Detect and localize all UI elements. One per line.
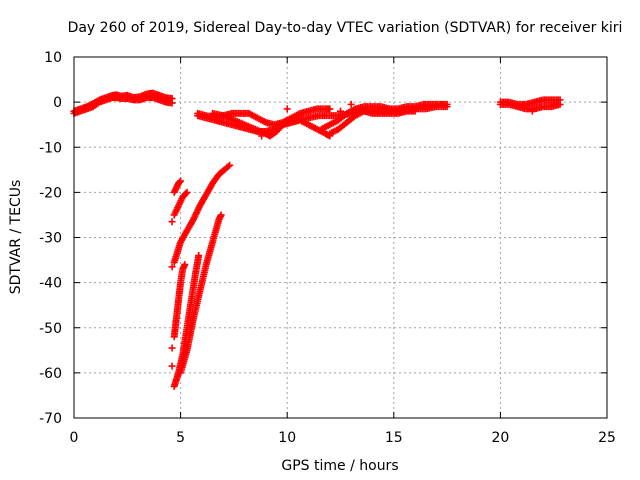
data-point-marker (168, 218, 176, 226)
data-track (326, 107, 419, 138)
data-point-marker (443, 100, 451, 108)
data-point-marker (528, 107, 536, 115)
y-tick-label: -50 (39, 321, 62, 337)
x-tick-label: 0 (70, 430, 79, 446)
y-tick-label: 0 (53, 95, 62, 111)
data-point-marker (347, 100, 355, 108)
y-tick-label: -10 (39, 140, 62, 156)
data-point-marker (337, 107, 344, 115)
y-tick-label: -70 (39, 411, 62, 427)
y-axis-label: SDTVAR / TECUs (8, 180, 24, 295)
data-point-marker (182, 190, 190, 198)
data-track (170, 161, 234, 266)
data-track (177, 211, 225, 377)
y-tick-label: -30 (39, 231, 62, 247)
x-tick-label: 15 (385, 430, 403, 446)
x-tick-label: 5 (176, 430, 185, 446)
x-axis-label: GPS time / hours (281, 458, 398, 474)
data-point-marker (224, 163, 232, 171)
y-tick-label: 10 (44, 50, 62, 66)
data-point-marker (176, 178, 184, 186)
data-point-marker (168, 344, 176, 352)
data-track (496, 96, 564, 108)
y-tick-label: -60 (39, 366, 62, 382)
x-tick-label: 10 (278, 430, 296, 446)
data-track (170, 261, 189, 341)
data-point-marker (168, 263, 176, 271)
data-point-marker (168, 362, 176, 370)
x-tick-label: 20 (491, 430, 509, 446)
data-point-marker (258, 132, 266, 140)
x-tick-label: 25 (598, 430, 616, 446)
data-point-marker (183, 188, 191, 196)
data-point-marker (177, 177, 185, 185)
data-marks (70, 89, 564, 390)
data-point-marker (550, 100, 558, 108)
chart-title: Day 260 of 2019, Sidereal Day-to-day VTE… (68, 20, 623, 36)
y-tick-label: -20 (39, 185, 62, 201)
data-series (70, 89, 564, 390)
data-point-marker (326, 105, 334, 113)
data-track (70, 94, 176, 117)
data-point-marker (168, 99, 176, 107)
data-point-marker (283, 105, 291, 113)
data-point-marker (217, 211, 225, 219)
y-tick-label: -40 (39, 276, 62, 292)
data-track (170, 177, 185, 196)
data-point-marker (226, 161, 234, 169)
axis-ticks: 0 5 10 15 20 25 10 0 -10 -20 -30 -40 -50 -60 -70 (39, 50, 616, 446)
data-point-marker (181, 261, 189, 269)
data-point-marker (556, 96, 564, 104)
data-point-marker (422, 103, 430, 111)
data-point-marker (411, 107, 419, 115)
data-track (170, 188, 191, 219)
data-point-marker (195, 252, 203, 260)
